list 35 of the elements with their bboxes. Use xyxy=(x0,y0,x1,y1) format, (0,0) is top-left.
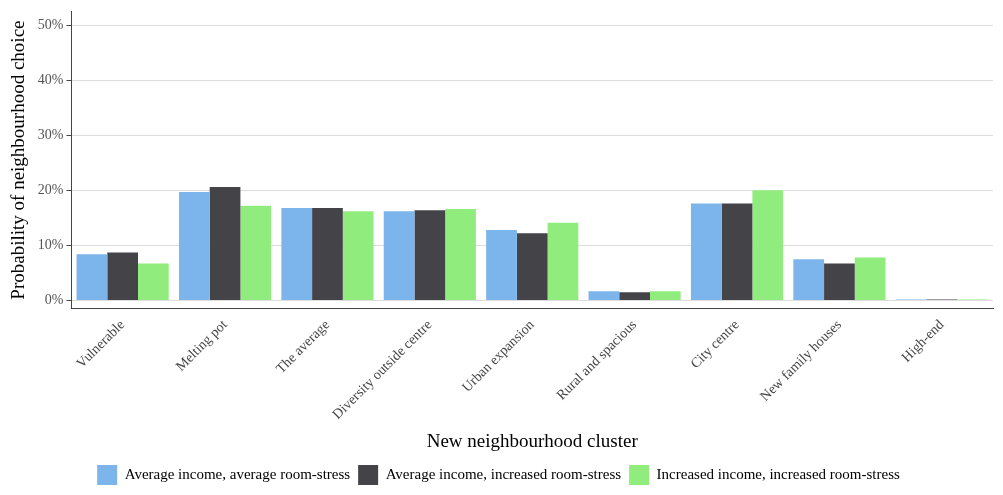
bar xyxy=(588,291,620,300)
y-tick-label: 30% xyxy=(37,126,64,142)
bar xyxy=(107,252,139,300)
bar xyxy=(281,207,313,300)
bar xyxy=(752,190,784,300)
bar xyxy=(690,203,722,300)
bar xyxy=(793,259,825,300)
bar xyxy=(516,233,548,300)
y-tick-label: 10% xyxy=(37,237,64,253)
bar xyxy=(445,209,476,300)
bar xyxy=(721,203,753,300)
bar xyxy=(619,292,650,300)
bar xyxy=(209,187,241,300)
y-tick-label: 0% xyxy=(44,292,64,308)
legend-label: Increased income, increased room-stress xyxy=(656,465,900,482)
bar xyxy=(76,254,108,300)
bar xyxy=(854,257,886,300)
y-axis-title: Probability of neighbourhood choice xyxy=(7,20,29,300)
legend-label: Average income, increased room-stress xyxy=(385,465,622,482)
bar xyxy=(414,210,446,300)
y-tick-label: 40% xyxy=(37,71,64,87)
bar xyxy=(486,230,517,300)
bar xyxy=(547,222,579,300)
bar xyxy=(383,211,415,300)
bar xyxy=(649,291,681,300)
legend-label: Average income, average room-stress xyxy=(124,465,351,482)
bar xyxy=(312,207,343,300)
y-tick-label: 20% xyxy=(37,182,64,198)
bar xyxy=(342,211,374,300)
bar xyxy=(178,192,210,300)
y-tick-label: 50% xyxy=(37,16,64,32)
bar xyxy=(138,263,169,300)
bar xyxy=(240,205,272,300)
bar xyxy=(824,263,855,300)
x-axis-title: New neighbourhood cluster xyxy=(426,429,639,451)
